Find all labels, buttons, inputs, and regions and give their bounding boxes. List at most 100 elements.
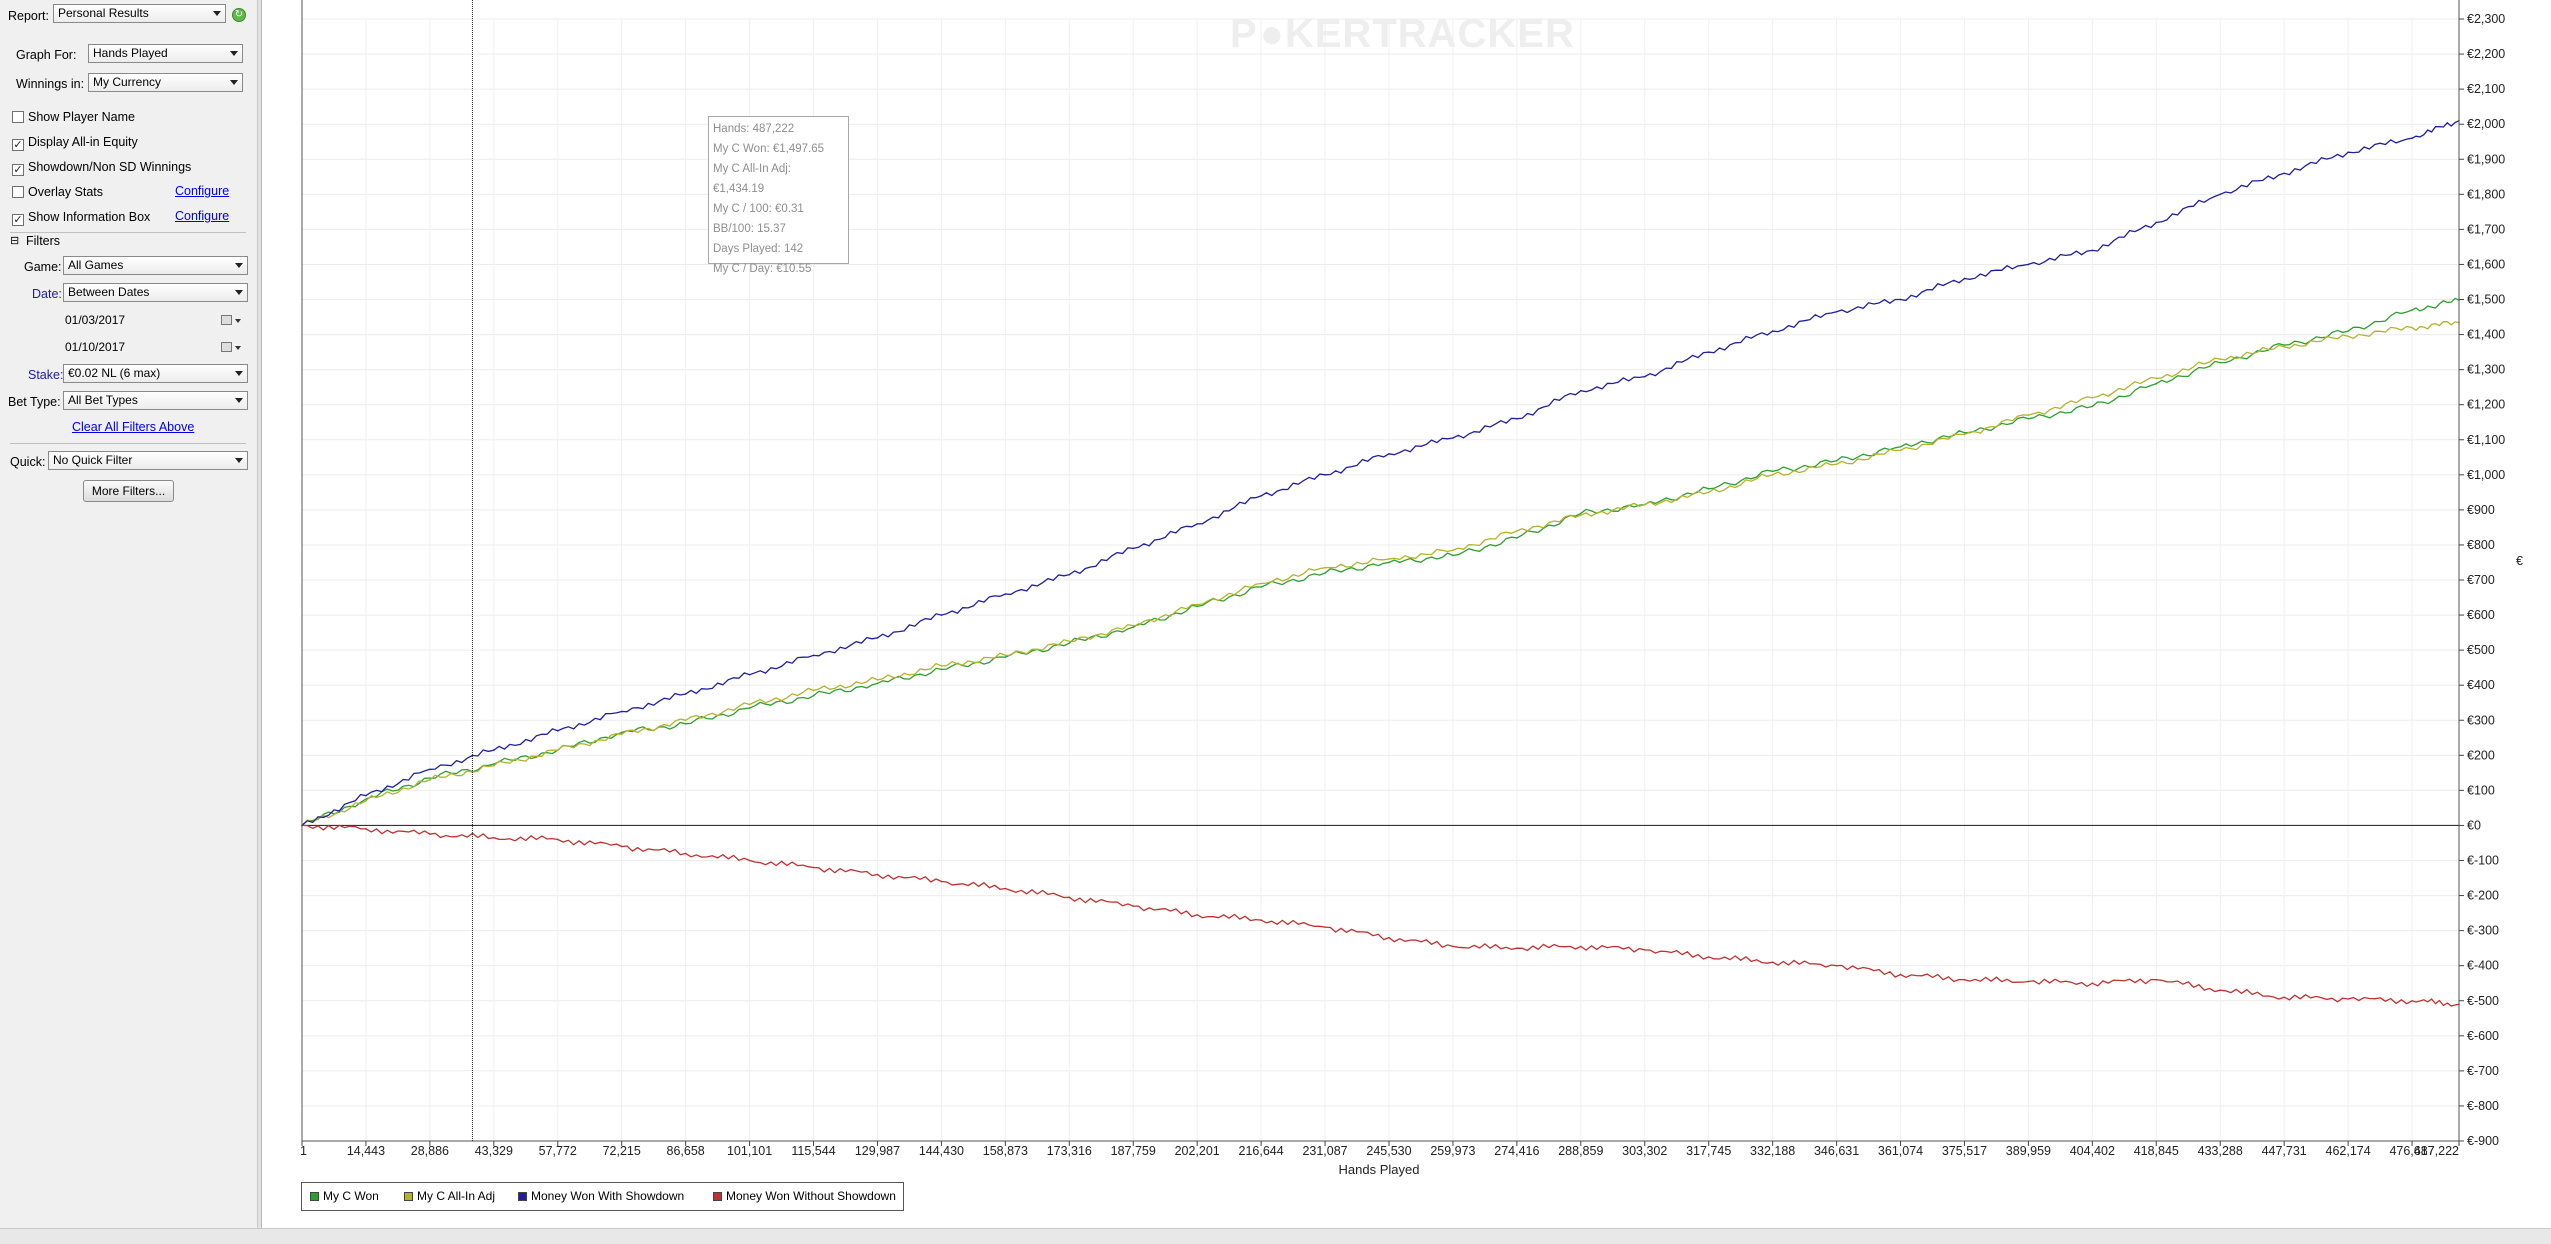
x-tick-label: 101,101 [727,1144,772,1158]
y-tick-label: €2,000 [2467,117,2505,131]
refresh-icon[interactable]: ↻ [232,8,246,22]
data-point [556,749,559,751]
configure-infobox-link[interactable]: Configure [175,209,230,223]
winnings-in-select[interactable]: My Currency [88,73,243,92]
legend-item-won[interactable]: My C Won [310,1183,379,1210]
info-days-played: Days Played: 142 [713,243,804,255]
more-filters-button[interactable]: More Filters... [83,480,174,502]
info-bb-100: BB/100: 15.37 [713,223,786,235]
stake-label: Stake: [28,368,64,382]
date-from-value: 01/03/2017 [65,313,126,327]
data-point [1196,605,1198,608]
data-point [1260,582,1262,585]
y-tick-label: €1,700 [2467,222,2505,236]
collapse-icon[interactable]: ⊟ [10,235,20,247]
y-tick-label: €-900 [2467,1134,2499,1148]
checkbox-checked[interactable]: ✓ [12,139,24,151]
filters-header: Filters [26,234,61,248]
y-tick-label: €1,900 [2467,152,2505,166]
show-info-box-option[interactable]: ✓ Show Information Box [12,209,151,226]
option-label: Show Information Box [28,210,151,224]
legend-item-no-showdown[interactable]: Money Won Without Showdown [713,1183,896,1210]
y-tick-label: €-300 [2467,924,2499,938]
data-point [429,779,431,781]
y-tick-label: €2,300 [2467,12,2505,26]
legend-swatch [713,1192,722,1201]
data-point [1771,474,1774,476]
chevron-down-icon[interactable] [235,319,241,323]
y-axis-symbol: € [2516,554,2523,568]
x-tick-label: 115,544 [791,1144,835,1158]
y-tick-label: €1,300 [2467,363,2505,377]
data-point [1324,572,1326,574]
y-tick-label: €800 [2467,538,2495,552]
data-point [2347,335,2349,338]
x-tick-label: 129,987 [855,1144,900,1158]
data-point [684,719,687,722]
data-point [620,845,623,848]
data-point [1324,926,1326,928]
configure-overlay-link[interactable]: Configure [175,184,230,198]
calendar-icon[interactable] [221,342,232,352]
display-allin-equity-option[interactable]: ✓ Display All-in Equity [12,134,138,151]
game-value: All Games [68,258,124,272]
showdown-winnings-option[interactable]: ✓ Showdown/Non SD Winnings [12,159,192,176]
data-point [2347,151,2349,154]
x-tick-label: 43,329 [475,1144,513,1158]
stake-select[interactable]: €0.02 NL (6 max) [63,364,248,383]
data-point [2155,978,2158,981]
date-from-field[interactable]: 01/03/2017 [63,311,248,330]
legend-item-allin[interactable]: My C All-In Adj [404,1183,495,1210]
option-label: Show Player Name [28,110,135,124]
series-line-3 [301,120,2460,826]
calendar-icon[interactable] [221,315,232,325]
graph-for-select[interactable]: Hands Played [88,44,243,63]
date-to-field[interactable]: 01/10/2017 [63,338,248,357]
bet-type-value: All Bet Types [68,393,138,407]
x-axis-ticks: 1 14,443 28,886 43,329 57,772 72,215 86,658 101… [300,1141,2460,1158]
data-point [620,731,623,734]
data-point [1707,351,1710,353]
data-point [2219,989,2222,992]
game-select[interactable]: All Games [63,256,248,275]
chevron-down-icon[interactable] [235,346,241,350]
report-select[interactable]: Personal Results [53,4,226,23]
checkbox[interactable] [12,111,24,123]
checkbox[interactable] [12,186,24,198]
data-point [684,852,687,855]
x-tick-label: 57,772 [539,1144,577,1158]
data-point [1835,459,1838,462]
chevron-down-icon [235,263,243,268]
y-tick-label: €-800 [2467,1099,2499,1113]
bet-type-select[interactable]: All Bet Types [63,391,248,410]
data-point [1707,491,1710,494]
date-select[interactable]: Between Dates [63,283,248,302]
option-label: Showdown/Non SD Winnings [28,160,192,174]
data-point [493,749,495,751]
information-box[interactable]: Hands: 487,222 My C Won: €1,497.65 My C … [708,116,849,275]
legend-item-showdown[interactable]: Money Won With Showdown [518,1183,684,1210]
y-tick-label: €100 [2467,783,2495,797]
data-point [2155,382,2158,385]
data-point [748,707,751,709]
data-point [556,729,559,732]
quick-filter-select[interactable]: No Quick Filter [48,451,248,470]
show-player-name-option[interactable]: Show Player Name [12,109,135,125]
checkbox-checked[interactable]: ✓ [12,164,24,176]
y-tick-label: €900 [2467,503,2495,517]
clear-filters-link[interactable]: Clear All Filters Above [72,420,195,434]
series-line-4 [301,824,2460,1007]
stake-value: €0.02 NL (6 max) [68,366,161,380]
x-tick-label: 245,530 [1366,1144,1411,1158]
data-point [365,800,367,802]
data-point [812,689,815,692]
panel-splitter[interactable] [258,0,262,1228]
data-point [1643,503,1646,506]
data-point [1835,964,1838,967]
data-point [1643,949,1646,951]
overlay-stats-option[interactable]: Overlay Stats [12,184,103,200]
data-point [2091,249,2094,252]
settings-panel: Report: Personal Results ↻ Graph For: Ha… [0,0,258,1228]
data-point [1707,956,1710,958]
checkbox-checked[interactable]: ✓ [12,214,24,226]
